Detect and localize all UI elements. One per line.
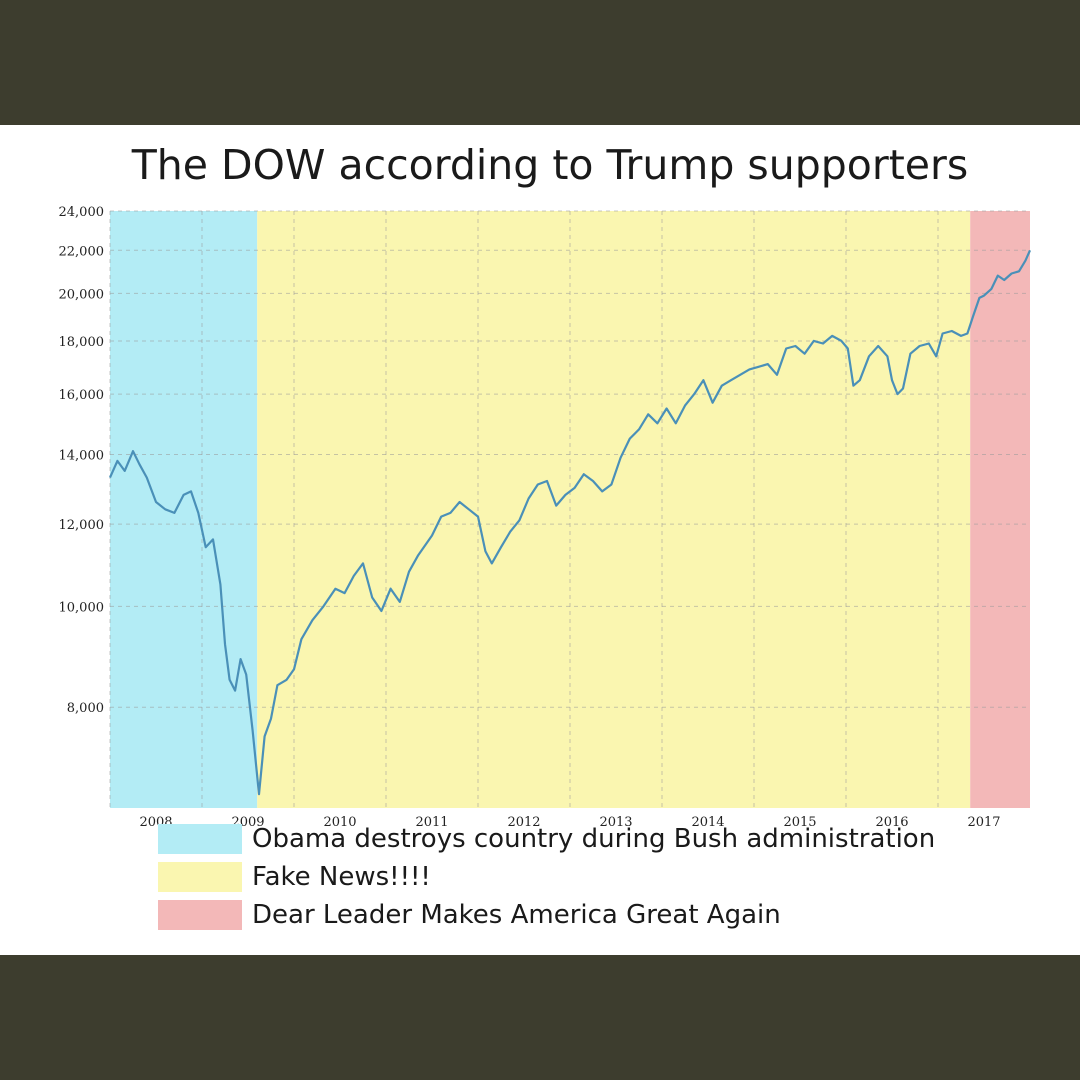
legend-item-dear-leader: Dear Leader Makes America Great Again: [158, 896, 935, 934]
x-tick-label: 2014: [691, 815, 724, 830]
legend-item-fake-news: Fake News!!!!: [158, 858, 935, 896]
region-band: [970, 211, 1030, 808]
y-tick-label: 10,000: [59, 600, 105, 615]
y-tick-label: 20,000: [59, 287, 105, 302]
chart-title: The DOW according to Trump supporters: [131, 141, 969, 189]
legend-swatch: [158, 862, 242, 892]
y-tick-label: 18,000: [59, 335, 105, 350]
legend-label: Obama destroys country during Bush admin…: [252, 824, 936, 854]
legend-label: Dear Leader Makes America Great Again: [252, 900, 781, 930]
chart: 8,000 10,000 12,000 14,000 16,000 18,000 20,00…: [59, 205, 1032, 830]
y-tick-label: 24,000: [59, 205, 105, 220]
legend-label: Fake News!!!!: [252, 862, 431, 892]
legend: Obama destroys country during Bush admin…: [158, 820, 935, 934]
legend-swatch: [158, 900, 242, 930]
x-tick-label: 2017: [967, 815, 1000, 830]
y-tick-label: 12,000: [59, 518, 105, 533]
legend-item-bush: Obama destroys country during Bush admin…: [158, 820, 935, 858]
y-tick-label: 8,000: [67, 701, 104, 716]
region-band: [257, 211, 971, 808]
y-tick-label: 14,000: [59, 448, 105, 463]
x-tick-label: 2015: [783, 815, 816, 830]
region-band: [110, 211, 258, 808]
chart-panel: The DOW according to Trump supporters 8,…: [0, 125, 1080, 955]
x-tick-label: 2011: [415, 815, 448, 830]
y-tick-label: 22,000: [59, 244, 105, 259]
x-tick-label: 2010: [323, 815, 356, 830]
dow-line: [108, 249, 1032, 796]
legend-swatch: [158, 824, 242, 854]
y-tick-label: 16,000: [59, 388, 105, 403]
x-tick-label: 2013: [599, 815, 632, 830]
x-tick-label: 2016: [875, 815, 908, 830]
x-tick-label: 2012: [507, 815, 540, 830]
